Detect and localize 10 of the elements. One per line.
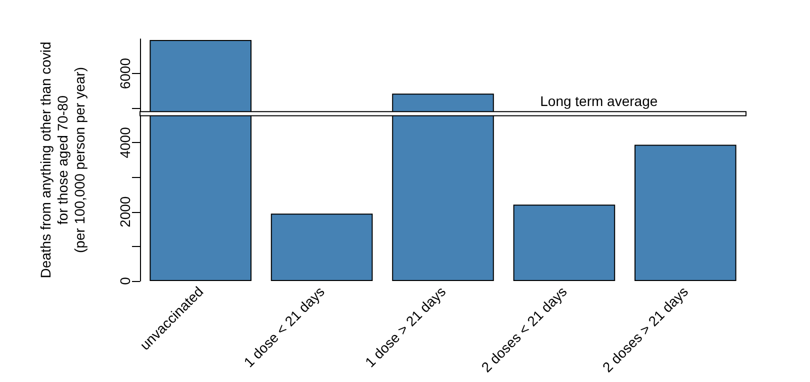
band-label: Long term average xyxy=(540,93,658,110)
y-tick-label: 4000 xyxy=(117,126,133,158)
y-tick-label: 0 xyxy=(117,276,133,285)
bar xyxy=(270,214,373,281)
x-tick-label: 1 dose < 21 days xyxy=(240,283,328,370)
y-axis-title: Deaths from anything other than covid for those aged 70-80 (per 100,000 person per year) xyxy=(38,42,88,278)
y-tick-label: 2000 xyxy=(117,196,133,228)
bar xyxy=(513,204,616,281)
bar xyxy=(634,144,736,281)
y-tick-label: 6000 xyxy=(117,58,133,90)
